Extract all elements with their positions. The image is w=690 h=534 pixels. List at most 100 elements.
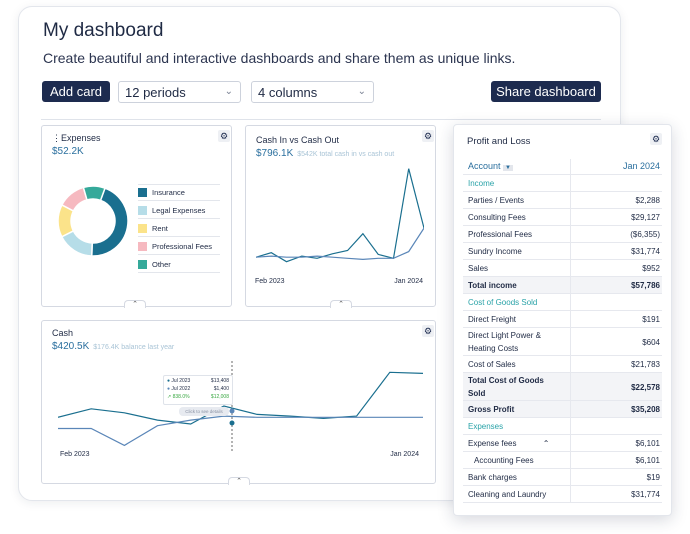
- chevron-up-icon[interactable]: ⌃: [540, 439, 550, 448]
- column-divider: [570, 277, 571, 293]
- tooltip-row2-value: $1,400: [213, 386, 229, 392]
- series-line: [256, 227, 424, 261]
- gear-icon[interactable]: ⚙: [422, 130, 434, 142]
- table-row[interactable]: Direct Freight $191: [463, 311, 662, 328]
- column-divider: [570, 209, 571, 225]
- row-label: Direct Light Power & Heating Costs: [468, 331, 541, 353]
- row-value: $19: [646, 473, 660, 482]
- column-divider: [570, 311, 571, 327]
- table-row[interactable]: Professional Fees ($6,355): [463, 226, 662, 243]
- filter-icon[interactable]: ▼: [503, 165, 513, 171]
- table-row[interactable]: Cleaning and Laundry $31,774: [463, 486, 662, 503]
- page-title: My dashboard: [43, 20, 164, 41]
- periods-select[interactable]: 12 periods ⌄: [118, 81, 241, 103]
- cash-in-out-chart: [256, 168, 424, 263]
- x-axis-start: Feb 2023: [60, 451, 90, 458]
- tooltip-row1-value: $13,408: [210, 378, 229, 384]
- legend-item[interactable]: Insurance: [138, 184, 220, 201]
- table-row[interactable]: Total income $57,786: [463, 277, 662, 294]
- expenses-donut: [57, 185, 129, 257]
- chevron-down-icon: ⌄: [357, 86, 366, 97]
- pie-slice[interactable]: [90, 187, 129, 257]
- pie-slice[interactable]: [82, 185, 106, 202]
- row-label: Direct Freight: [468, 315, 517, 324]
- tooltip-row3-value: $12,008: [210, 394, 229, 400]
- cash-chart: [58, 361, 423, 451]
- legend-label: Insurance: [152, 188, 185, 197]
- row-label: Gross Profit: [468, 405, 515, 414]
- series-line: [58, 371, 423, 425]
- column-divider: [570, 452, 571, 468]
- hover-point[interactable]: [229, 420, 235, 426]
- columns-value: 4 columns: [258, 84, 318, 100]
- x-axis-end: Jan 2024: [390, 451, 419, 458]
- collapse-toggle[interactable]: ⌃: [228, 477, 250, 485]
- column-period: Jan 2024: [622, 161, 660, 171]
- cash-in-out-title: Cash In vs Cash Out: [256, 135, 340, 145]
- legend-label: Other: [152, 259, 171, 269]
- cash-value: $420.5K $176.4K balance last year: [52, 341, 175, 352]
- row-label: Total Cost of Goods Sold: [468, 376, 544, 398]
- row-label: Expenses: [468, 422, 504, 431]
- share-dashboard-button[interactable]: Share dashboard: [491, 81, 601, 102]
- cash-in-out-card[interactable]: Cash In vs Cash Out $796.1K $542K total c…: [245, 125, 436, 308]
- row-value: $35,208: [631, 405, 660, 414]
- table-row[interactable]: Consulting Fees $29,127: [463, 209, 662, 226]
- column-divider: [570, 435, 571, 451]
- tooltip-row2-label: ● Jul 2022: [167, 386, 191, 392]
- legend-item[interactable]: Legal Expenses: [138, 202, 220, 219]
- legend-item[interactable]: Rent: [138, 220, 220, 237]
- table-row[interactable]: Accounting Fees $6,101: [463, 452, 662, 469]
- row-label: Total income: [468, 281, 517, 290]
- column-divider: [570, 486, 571, 502]
- table-row[interactable]: Expense fees ⌃ $6,101: [463, 435, 662, 452]
- row-label: Cost of Sales: [468, 360, 516, 369]
- legend-item[interactable]: Professional Fees: [138, 238, 220, 255]
- column-divider: [570, 192, 571, 208]
- gear-icon[interactable]: ⚙: [422, 325, 434, 337]
- table-row[interactable]: Gross Profit $35,208: [463, 401, 662, 418]
- table-row[interactable]: Income: [463, 175, 662, 192]
- hover-point[interactable]: [229, 408, 235, 414]
- legend-swatch: [138, 241, 147, 251]
- row-label: Parties / Events: [468, 196, 525, 205]
- table-row[interactable]: Cost of Sales $21,783: [463, 356, 662, 373]
- legend-label: Professional Fees: [152, 241, 213, 251]
- table-row[interactable]: Expenses: [463, 418, 662, 435]
- table-row[interactable]: Direct Light Power & Heating Costs $604: [463, 328, 662, 356]
- table-row[interactable]: Cost of Goods Sold: [463, 294, 662, 311]
- pie-slice[interactable]: [60, 186, 88, 212]
- row-value: $6,101: [635, 439, 660, 448]
- row-value: $604: [642, 338, 660, 347]
- collapse-toggle[interactable]: ⌃: [124, 300, 146, 308]
- table-row[interactable]: Bank charges $19: [463, 469, 662, 486]
- cash-title: Cash: [52, 328, 74, 338]
- cash-card[interactable]: Cash $420.5K $176.4K balance last year ⚙ …: [41, 320, 436, 485]
- chart-tooltip: ● Jul 2023 $13,408 ● Jul 2022 $1,400 ↗ 838…: [163, 375, 233, 405]
- columns-select[interactable]: 4 columns ⌄: [251, 81, 374, 103]
- periods-value: 12 periods: [125, 84, 186, 100]
- column-divider: [570, 159, 571, 174]
- gear-icon[interactable]: ⚙: [650, 133, 662, 145]
- column-divider: [570, 260, 571, 276]
- table-row[interactable]: Sales $952: [463, 260, 662, 277]
- column-divider: [570, 328, 571, 355]
- table-header: Account ▼ Jan 2024: [463, 159, 662, 175]
- row-label: Income: [468, 179, 495, 188]
- cash-in-out-value: $796.1K $542K total cash in vs cash out: [256, 148, 395, 159]
- gear-icon[interactable]: ⚙: [218, 130, 230, 142]
- legend-item[interactable]: Other: [138, 256, 220, 273]
- table-row[interactable]: Parties / Events $2,288: [463, 192, 662, 209]
- expenses-card[interactable]: ⋮Expenses $52.2K ⚙ Insurance Legal Expens…: [41, 125, 232, 308]
- add-card-button[interactable]: Add card: [42, 81, 110, 102]
- row-value: $2,288: [635, 196, 660, 205]
- tooltip-hint[interactable]: Click to see details: [179, 407, 229, 416]
- row-value: $31,774: [631, 490, 660, 499]
- collapse-toggle[interactable]: ⌃: [330, 300, 352, 308]
- legend-swatch: [138, 223, 147, 233]
- column-divider: [570, 175, 571, 191]
- row-label: Cleaning and Laundry: [468, 490, 547, 499]
- column-account[interactable]: Account ▼: [468, 161, 513, 171]
- table-row[interactable]: Sundry Income $31,774: [463, 243, 662, 260]
- table-row[interactable]: Total Cost of Goods Sold $22,578: [463, 373, 662, 401]
